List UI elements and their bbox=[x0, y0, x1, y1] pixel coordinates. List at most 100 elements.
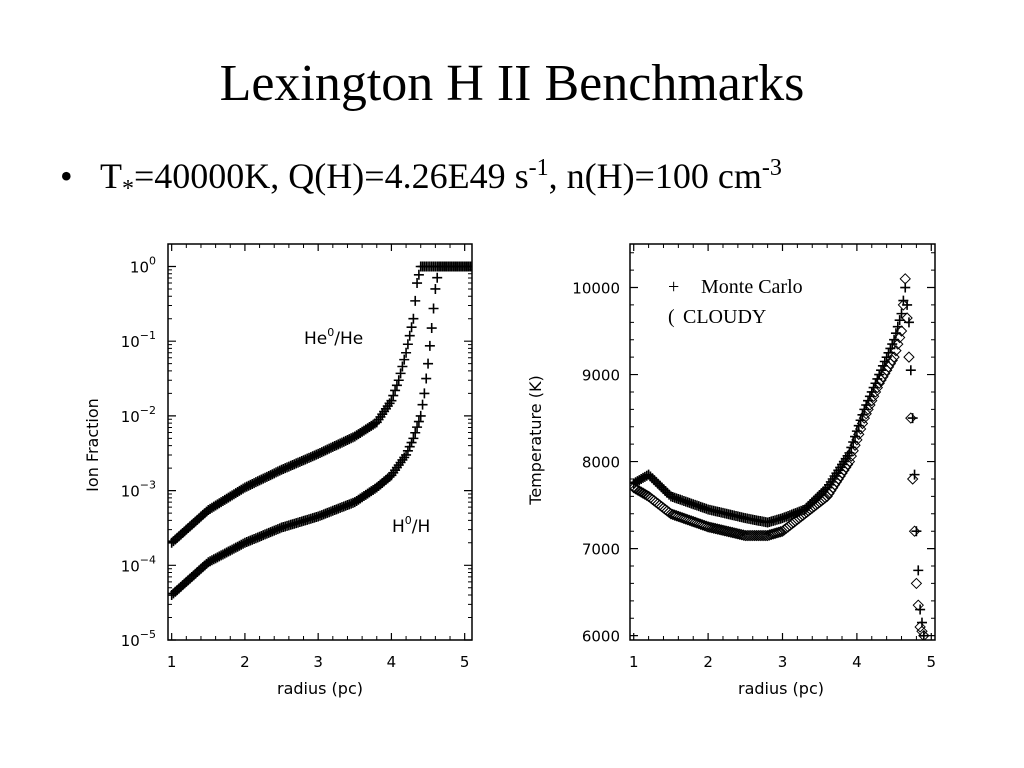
right-series-1-point bbox=[901, 312, 913, 324]
left-series-1-point bbox=[424, 340, 435, 351]
legend-cloudy-label: CLOUDY bbox=[683, 306, 766, 328]
h-annotation-sup: 0 bbox=[405, 514, 412, 527]
right-series-1-point bbox=[899, 273, 911, 285]
right-series-1-point bbox=[916, 625, 928, 638]
he-annotation-base: He bbox=[304, 329, 327, 349]
right-series-1-point bbox=[918, 629, 930, 640]
bullet-text-c: , n(H)=100 cm bbox=[548, 156, 762, 196]
right-series-1-point bbox=[689, 516, 701, 528]
bullet-marker: • bbox=[60, 156, 73, 196]
right-series-1-point bbox=[668, 509, 681, 521]
left-y-axis-label: Ion Fraction bbox=[83, 398, 102, 492]
left-series-1-point bbox=[393, 460, 404, 471]
right-series-0-point bbox=[894, 315, 905, 326]
right-series-1-point bbox=[631, 484, 644, 496]
left-series-1-point bbox=[415, 410, 426, 421]
right-x-tick-label: 3 bbox=[778, 653, 788, 671]
left-series-0-point bbox=[391, 380, 402, 391]
right-series-1-point bbox=[858, 412, 871, 424]
right-x-tick-label: 1 bbox=[629, 653, 639, 671]
right-series-1-point bbox=[910, 577, 923, 590]
left-series-0-point bbox=[395, 368, 406, 379]
left-series-1-point bbox=[413, 416, 424, 427]
right-series-1-point bbox=[674, 511, 686, 523]
left-series-1-point bbox=[410, 427, 421, 438]
left-series-1-point bbox=[417, 399, 428, 410]
he-annotation: He0/He bbox=[304, 326, 363, 349]
right-series-1-point bbox=[635, 486, 647, 498]
left-series-1-point bbox=[428, 303, 439, 314]
legend-monte-carlo: + Monte Carlo bbox=[668, 276, 803, 298]
bullet-sup-b: -1 bbox=[528, 155, 549, 181]
right-series-0-point bbox=[918, 630, 929, 640]
left-series-0-point bbox=[410, 295, 421, 306]
right-x-tick-label: 4 bbox=[852, 653, 862, 671]
left-y-tick-label: 10−4 bbox=[121, 553, 156, 575]
right-series-0-point bbox=[903, 317, 914, 328]
right-series-0-point bbox=[902, 299, 913, 310]
right-series-1-point bbox=[750, 529, 763, 542]
left-series-0-point bbox=[386, 395, 397, 406]
left-series-0-point bbox=[402, 339, 413, 350]
right-series-1-point bbox=[680, 513, 692, 525]
left-x-tick-label: 1 bbox=[167, 653, 177, 671]
right-series-1-point bbox=[672, 510, 685, 523]
right-series-0-point bbox=[913, 565, 924, 576]
left-series-1-point bbox=[406, 437, 417, 448]
left-series-1-point bbox=[419, 388, 430, 399]
right-series-1-point bbox=[893, 331, 906, 344]
left-series-1-point bbox=[412, 422, 423, 433]
right-series-1-point bbox=[862, 403, 874, 416]
right-series-0-point bbox=[896, 308, 907, 319]
right-series-1-point bbox=[696, 519, 709, 531]
left-series-1-point bbox=[408, 433, 419, 444]
left-y-tick-label: 100 bbox=[130, 254, 156, 276]
right-y-tick-label: 6000 bbox=[582, 628, 620, 646]
right-series-1-point bbox=[886, 354, 898, 367]
left-x-tick-label: 2 bbox=[240, 653, 250, 671]
h-annotation-rest: /H bbox=[412, 517, 431, 537]
right-series-1-point bbox=[841, 458, 854, 471]
bullet-text-a: T bbox=[100, 156, 122, 196]
left-series-0-point bbox=[393, 375, 404, 386]
right-series-1-point bbox=[739, 529, 752, 542]
right-series-1-point bbox=[685, 515, 698, 527]
left-series-1-point bbox=[395, 457, 406, 468]
left-y-tick-label: 10−1 bbox=[121, 329, 156, 351]
right-series-1-point bbox=[867, 390, 880, 403]
subtitle-bullet: • T*=40000K, Q(H)=4.26E49 s-1, n(H)=100 c… bbox=[60, 155, 782, 203]
bullet-sub-a: * bbox=[122, 176, 134, 203]
right-series-1-point bbox=[903, 351, 915, 363]
right-y-tick-label: 9000 bbox=[582, 367, 620, 385]
right-series-1-point bbox=[871, 381, 884, 394]
h-annotation-base: H bbox=[392, 517, 405, 537]
left-series-1-point bbox=[399, 452, 410, 463]
right-series-0-point bbox=[905, 365, 916, 376]
right-series-1-point bbox=[630, 481, 640, 494]
he-annotation-rest: /He bbox=[334, 329, 363, 349]
right-series-1-point bbox=[687, 515, 699, 528]
left-series-1-point bbox=[432, 272, 443, 283]
right-series-1-point bbox=[639, 488, 651, 500]
right-series-1-point bbox=[773, 526, 785, 539]
left-x-axis-label: radius (pc) bbox=[277, 679, 363, 698]
right-series-1-point bbox=[888, 351, 900, 363]
right-series-1-point bbox=[906, 473, 919, 485]
right-data-points bbox=[630, 273, 930, 640]
slide-title: Lexington H II Benchmarks bbox=[219, 55, 805, 112]
left-series-0-point bbox=[397, 361, 408, 372]
right-series-1-point bbox=[754, 529, 766, 542]
right-series-1-point bbox=[774, 526, 787, 538]
right-series-1-point bbox=[892, 338, 904, 350]
right-series-1-point bbox=[694, 518, 707, 530]
right-series-1-point bbox=[741, 529, 753, 542]
left-series-0-point bbox=[413, 269, 424, 280]
left-x-tick-label: 4 bbox=[387, 653, 397, 671]
left-series-1-point bbox=[402, 445, 413, 456]
right-series-1-point bbox=[747, 529, 759, 542]
right-series-1-point bbox=[745, 529, 757, 542]
right-x-axis-label: radius (pc) bbox=[738, 679, 824, 698]
left-series-1-point bbox=[421, 373, 432, 384]
right-series-1-point bbox=[890, 344, 902, 357]
